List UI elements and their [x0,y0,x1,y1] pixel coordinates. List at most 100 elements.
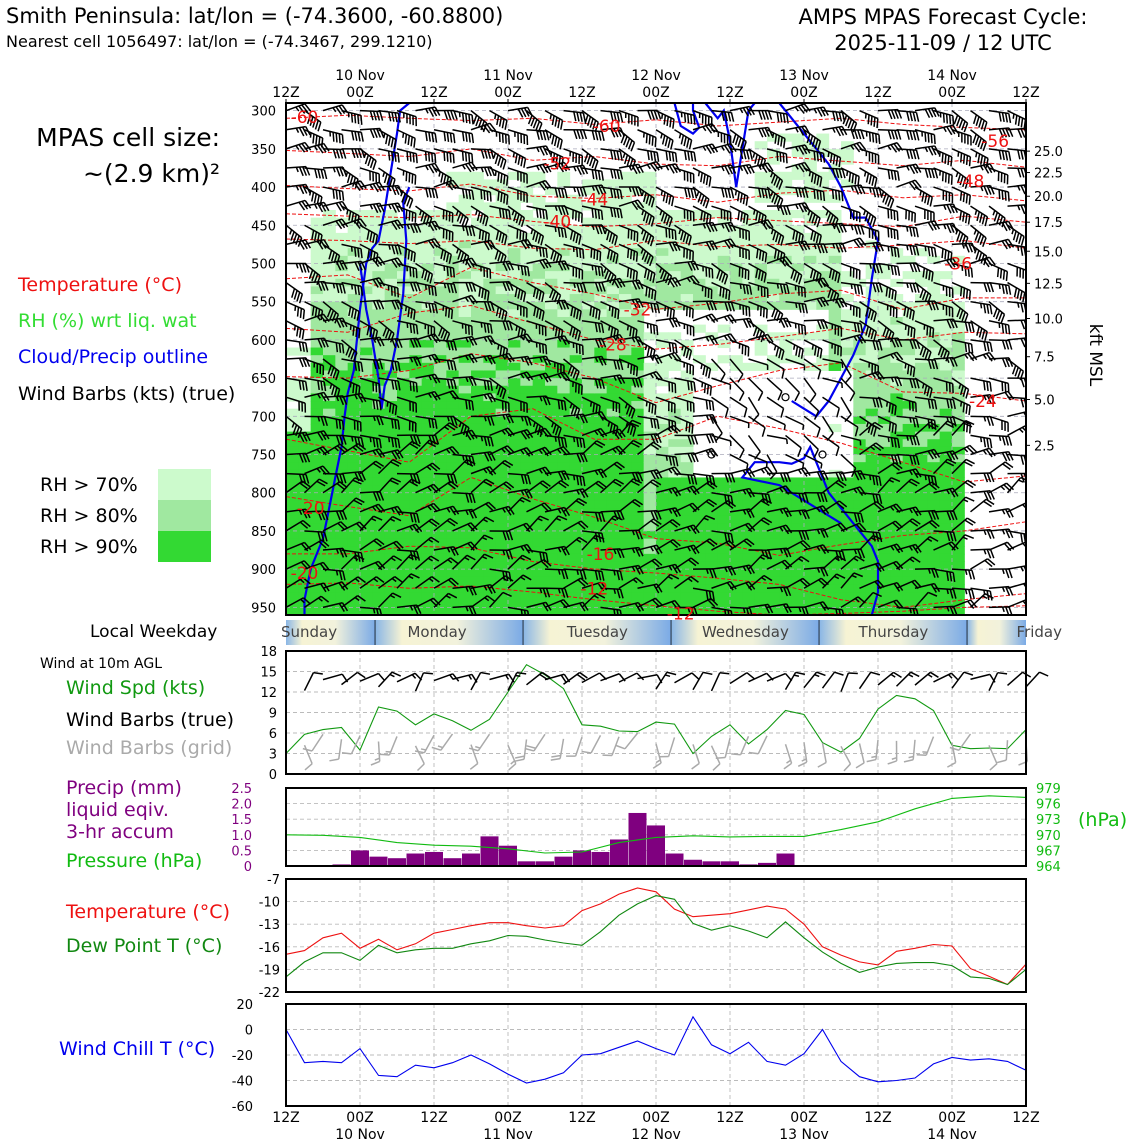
rh-cell [471,309,484,318]
barb-flag [483,468,488,474]
wind-barb [415,262,434,284]
barb-flag [425,187,429,198]
barb-flag [434,435,440,445]
rh-cell [557,454,571,463]
rh-cell [360,584,373,593]
barb-shaft [359,515,375,532]
wind-barb [378,299,403,310]
wind-barb [563,164,589,176]
barb-flag [519,230,522,240]
rh-cell [421,339,435,349]
barb-flag [523,372,531,382]
rh-cell [791,133,805,142]
rh-cell [668,362,682,371]
barb-flag [391,112,395,122]
barb-flag [394,300,400,310]
barb-flag [575,247,579,258]
rh-cell [310,592,324,601]
rh-cell [569,584,583,593]
rh-cell [347,401,361,410]
rh-cell [619,309,632,318]
barb-flag [579,248,582,258]
rh-cell [557,561,571,570]
rh-cell [471,324,484,333]
rh-cell [804,301,817,310]
rh-cell [347,592,361,601]
wind-barb [433,577,459,589]
rh-cell [446,561,460,570]
barb-shaft [415,237,435,246]
rh-cell [902,485,916,494]
rh-cell [619,500,632,509]
rh-cell [421,485,435,494]
rh-cell [865,316,879,326]
rh-cell [372,339,386,349]
rh-cell [384,332,398,341]
barb-flag [475,116,480,127]
rh-cell [310,332,324,341]
barb-flag [538,309,542,320]
rh-cell [458,599,472,608]
barb-flag [430,536,440,543]
barb-shaft [452,376,473,379]
barb-flag [445,595,451,599]
barb-shaft [359,434,380,440]
barb-flag [483,452,490,462]
wind-barb [526,205,548,220]
rh-cell [471,454,484,463]
rh-cell [680,416,694,425]
barb-flag [455,248,460,254]
rh-cell [557,423,571,433]
rh-cell [643,446,657,456]
barb-shaft [359,224,378,236]
rh-cell [606,393,620,402]
barb-flag [349,324,352,331]
barb-flag [309,116,314,126]
rh-cell [446,271,460,280]
rh-cell [360,515,373,524]
rh-cell [360,347,373,356]
rh-cell [421,255,435,264]
rh-cell [927,523,941,532]
barb-flag [486,191,489,201]
barb-shaft [322,260,343,265]
barb-flag [390,507,395,513]
barb-flag [388,186,392,192]
rh-cell [508,576,521,585]
rh-cell [347,370,361,379]
wind-barb [526,110,543,133]
rh-cell [532,462,546,471]
barb-flag [571,327,576,338]
rh-cell [434,416,447,425]
rh-cell [471,187,484,196]
barb-shaft [470,110,488,124]
rh-cell [853,446,867,456]
barb-shaft [322,377,341,390]
rh-cell [606,416,620,425]
rh-cell [545,362,558,371]
barb-flag [446,424,456,431]
rh-cell [804,156,817,165]
rh-cell [286,500,299,509]
rh-cell [878,515,891,524]
barb-flag [427,335,432,341]
barb-shaft [378,320,395,335]
rh-cell [495,187,509,196]
rh-cell [421,454,435,463]
rh-cell [952,324,965,333]
rh-cell [421,393,435,402]
barb-flag [348,306,352,317]
rh-cell [409,232,423,242]
barb-flag [358,521,367,530]
barb-flag [317,121,322,132]
rh-cell [841,477,854,486]
barb-flag [320,416,325,426]
barb-shaft [489,352,509,360]
rh-cell [730,607,743,615]
barb-flag [494,114,497,120]
rh-cell [680,446,694,456]
rh-cell [668,515,682,524]
barb-flag [372,506,377,512]
rh-cell [397,423,410,433]
rh-cell [384,248,398,257]
